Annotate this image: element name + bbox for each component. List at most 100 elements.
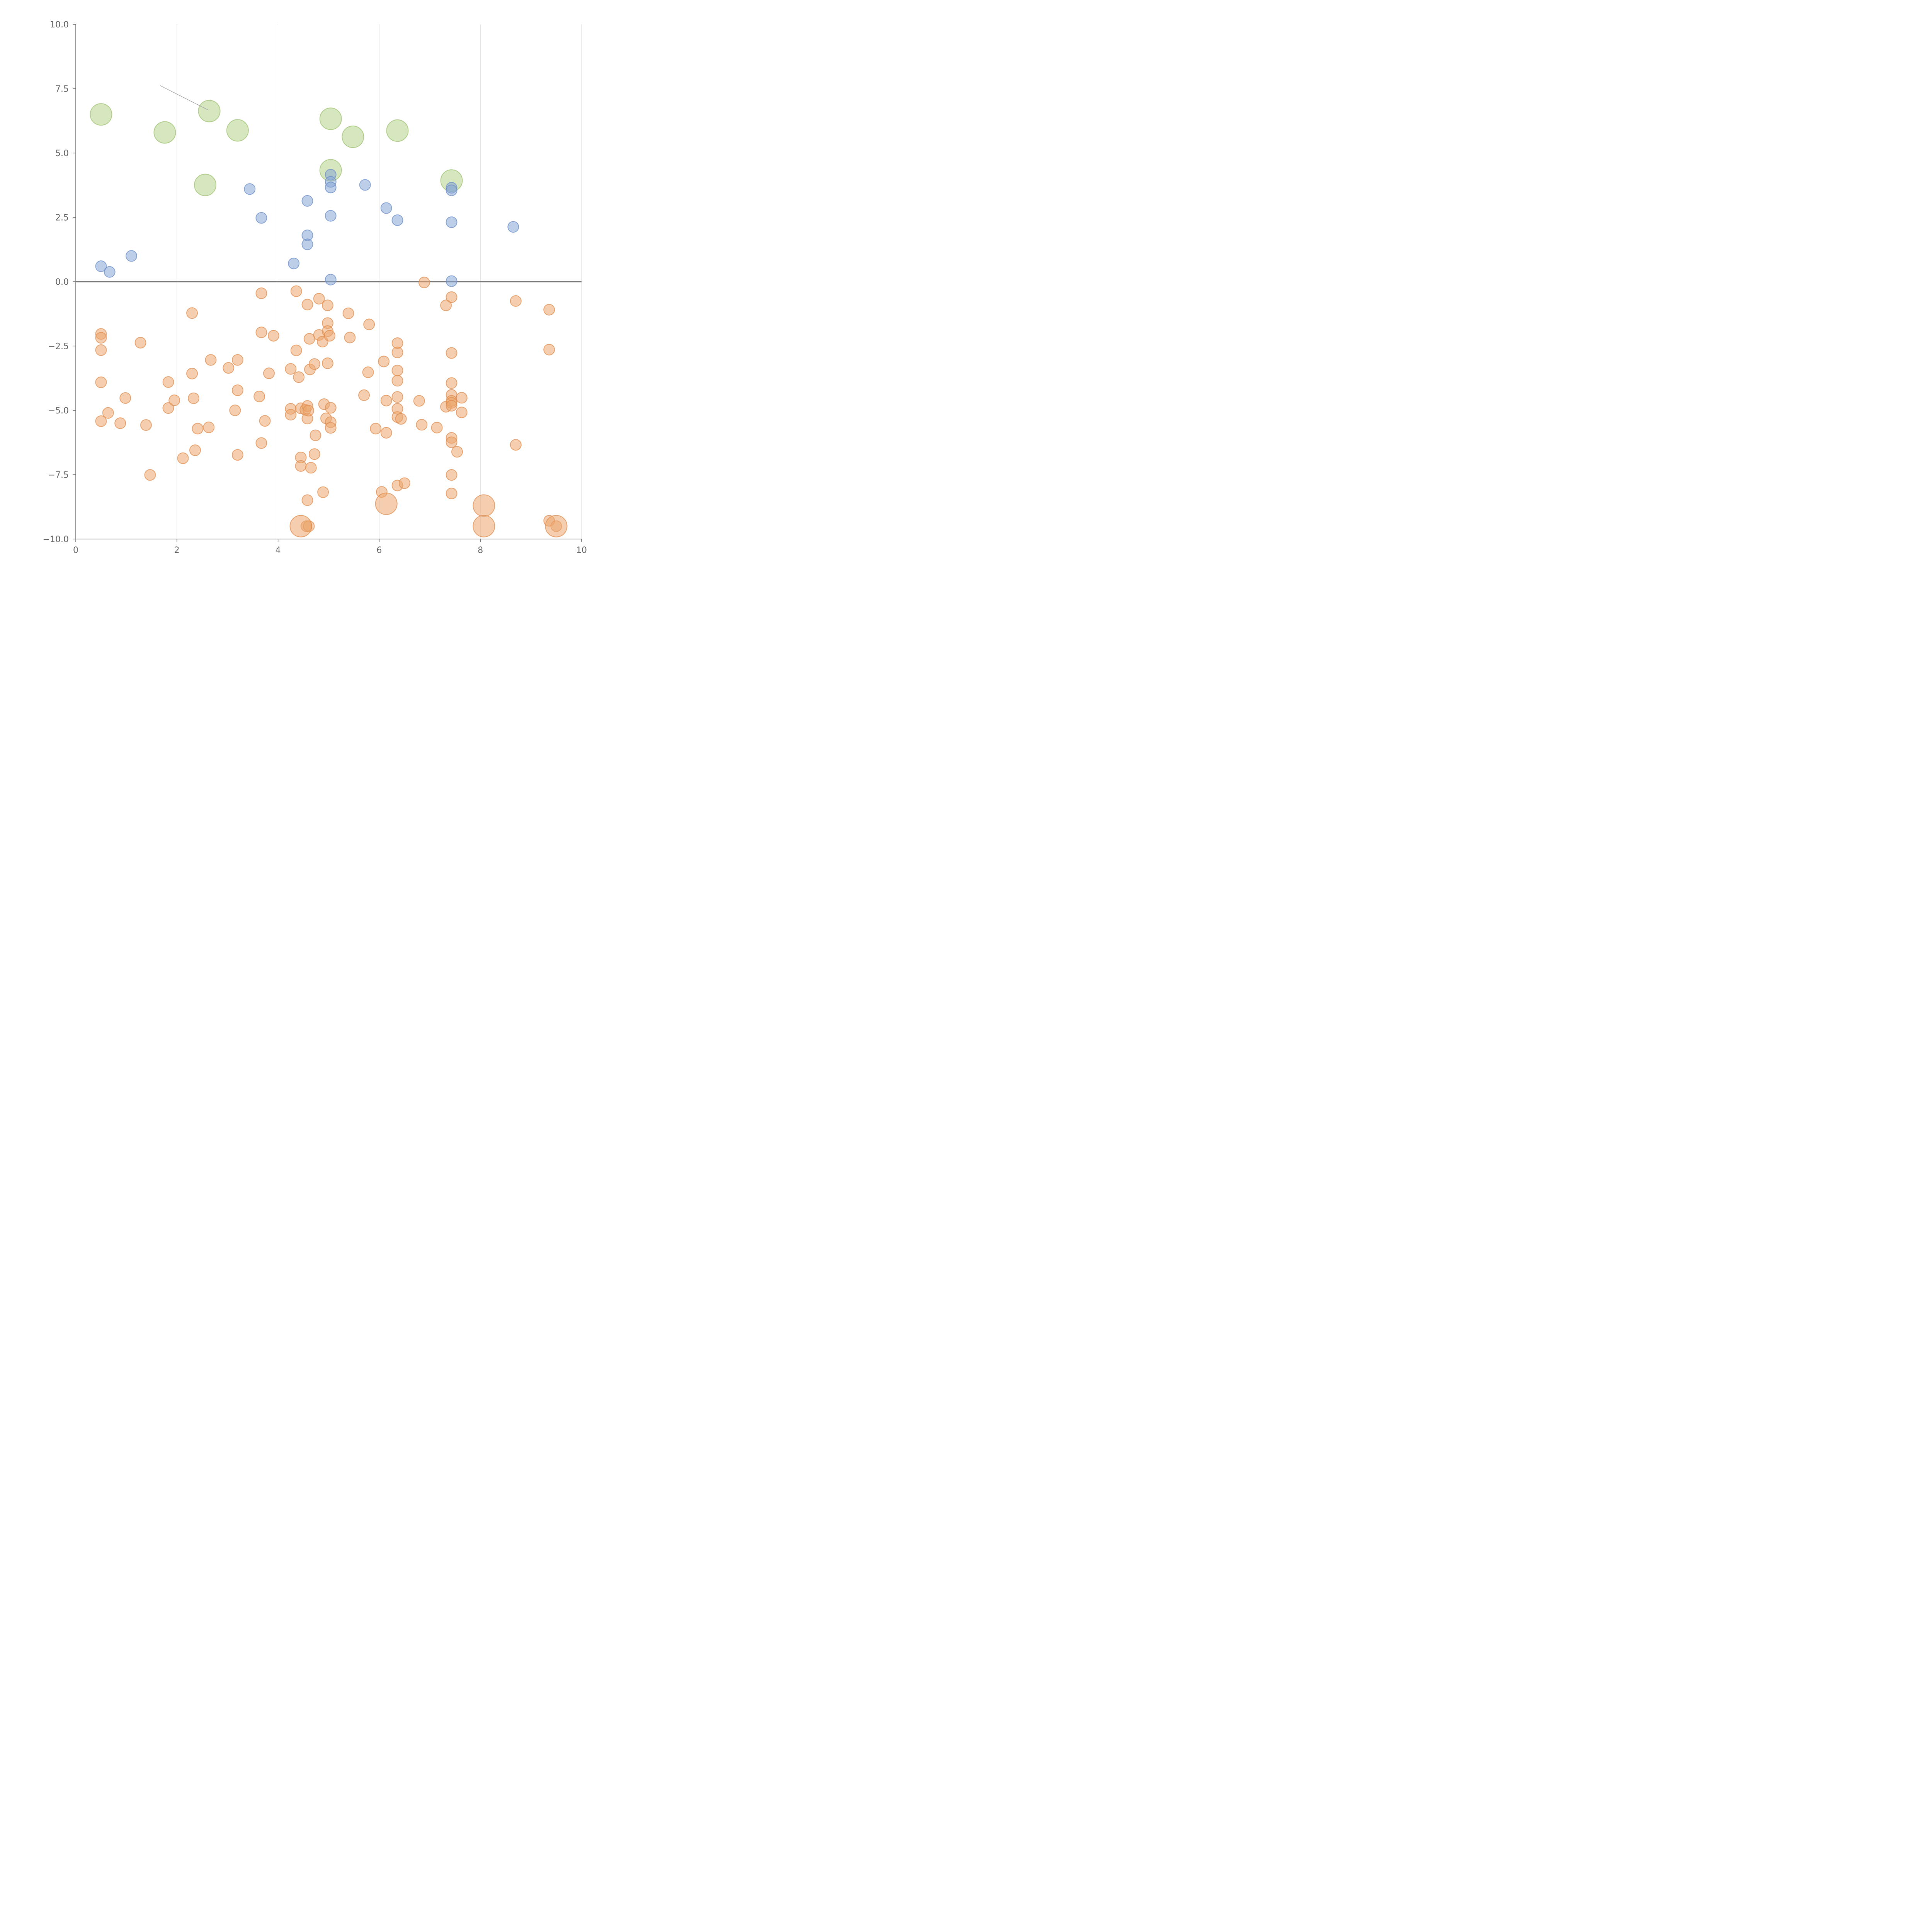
point-orange-91 — [413, 395, 425, 407]
point-orange-80 — [380, 427, 392, 439]
point-orange-20 — [203, 421, 215, 433]
point-blue-16 — [391, 214, 403, 226]
point-orange-30 — [255, 437, 267, 449]
point-orange-51 — [303, 333, 315, 345]
point-green-1 — [153, 121, 176, 144]
point-orange-105 — [446, 436, 457, 448]
point-orange-73 — [358, 389, 370, 401]
point-green-5 — [342, 126, 364, 148]
point-orange-large-3 — [473, 515, 495, 537]
point-orange-36 — [285, 409, 297, 421]
point-orange-4 — [95, 415, 107, 427]
point-orange-17 — [187, 392, 199, 404]
point-orange-23 — [229, 405, 241, 416]
point-orange-11 — [162, 376, 174, 388]
y-tick-label-2: 5.0 — [55, 149, 69, 158]
point-orange-29 — [255, 327, 267, 338]
point-orange-72 — [344, 332, 356, 344]
point-orange-109 — [456, 392, 468, 404]
point-orange-103 — [446, 400, 457, 412]
point-orange-13 — [168, 395, 180, 406]
series-orange — [95, 276, 562, 532]
point-orange-19 — [192, 423, 204, 435]
point-orange-25 — [231, 384, 243, 396]
point-orange-1 — [95, 332, 107, 344]
point-orange-76 — [370, 423, 382, 435]
point-blue-18 — [446, 184, 457, 196]
point-orange-110 — [456, 406, 468, 418]
point-orange-97 — [446, 291, 457, 303]
point-orange-83 — [391, 364, 403, 376]
point-orange-5 — [102, 407, 114, 419]
leader-line-0 — [160, 85, 209, 111]
point-orange-45 — [301, 299, 313, 311]
point-blue-14 — [359, 179, 371, 191]
x-axis-ticks: 0 2 4 6 8 10 — [73, 539, 587, 555]
point-orange-6 — [114, 417, 126, 429]
point-orange-113 — [543, 304, 555, 316]
point-orange-75 — [363, 318, 375, 330]
point-orange-55 — [308, 448, 320, 460]
point-orange-108 — [451, 446, 463, 458]
point-orange-16 — [186, 367, 198, 379]
point-orange-114 — [543, 344, 555, 355]
x-tick-label-2: 4 — [276, 546, 281, 555]
point-orange-28 — [255, 287, 267, 299]
point-orange-49 — [303, 405, 315, 417]
point-orange-98 — [446, 347, 457, 359]
point-orange-27 — [253, 391, 265, 403]
point-orange-67 — [324, 330, 336, 342]
point-green-2 — [198, 100, 221, 122]
point-orange-78 — [378, 355, 390, 367]
point-orange-8 — [134, 337, 146, 349]
point-orange-3 — [95, 376, 107, 388]
point-orange-37 — [290, 285, 302, 297]
point-orange-60 — [317, 486, 329, 498]
y-tick-label-1: 7.5 — [55, 85, 69, 94]
point-orange-7 — [119, 392, 131, 404]
point-orange-18 — [189, 444, 201, 456]
series-green — [90, 100, 463, 196]
point-orange-85 — [391, 391, 403, 403]
point-orange-57 — [313, 293, 325, 304]
point-orange-41 — [295, 460, 307, 472]
x-tick-label-0: 0 — [73, 546, 78, 555]
point-orange-94 — [431, 422, 443, 434]
point-blue-21 — [507, 221, 519, 233]
x-tick-label-1: 2 — [174, 546, 180, 555]
x-tick-label-4: 8 — [478, 546, 483, 555]
point-blue-1 — [104, 266, 116, 278]
point-orange-22 — [223, 362, 235, 374]
point-blue-11 — [325, 182, 337, 194]
point-blue-13 — [325, 274, 337, 286]
y-tick-label-3: 2.5 — [55, 213, 69, 223]
point-orange-56 — [310, 429, 321, 441]
point-blue-12 — [325, 210, 337, 222]
point-orange-90 — [398, 477, 410, 489]
point-blue-0 — [95, 260, 107, 272]
annotations — [160, 85, 209, 111]
point-orange-63 — [321, 299, 333, 311]
x-tick-label-5: 10 — [576, 546, 587, 555]
point-orange-112 — [510, 439, 522, 451]
point-orange-24 — [231, 354, 243, 366]
point-orange-38 — [290, 344, 302, 356]
point-orange-26 — [231, 449, 243, 461]
point-orange-66 — [321, 357, 333, 369]
point-orange-34 — [285, 363, 297, 375]
point-orange-2 — [95, 344, 107, 356]
point-orange-99 — [446, 377, 457, 389]
point-blue-5 — [288, 257, 300, 269]
point-blue-6 — [301, 195, 313, 207]
point-orange-84 — [391, 375, 403, 387]
point-blue-8 — [301, 238, 313, 250]
point-orange-111 — [510, 295, 522, 307]
point-orange-74 — [362, 366, 374, 378]
point-orange-95 — [440, 299, 452, 311]
point-green-6 — [386, 119, 409, 142]
point-green-7 — [194, 173, 217, 196]
series-orange-large — [289, 492, 568, 537]
point-orange-48 — [301, 494, 313, 506]
point-orange-31 — [259, 415, 271, 427]
point-green-4 — [319, 107, 342, 130]
